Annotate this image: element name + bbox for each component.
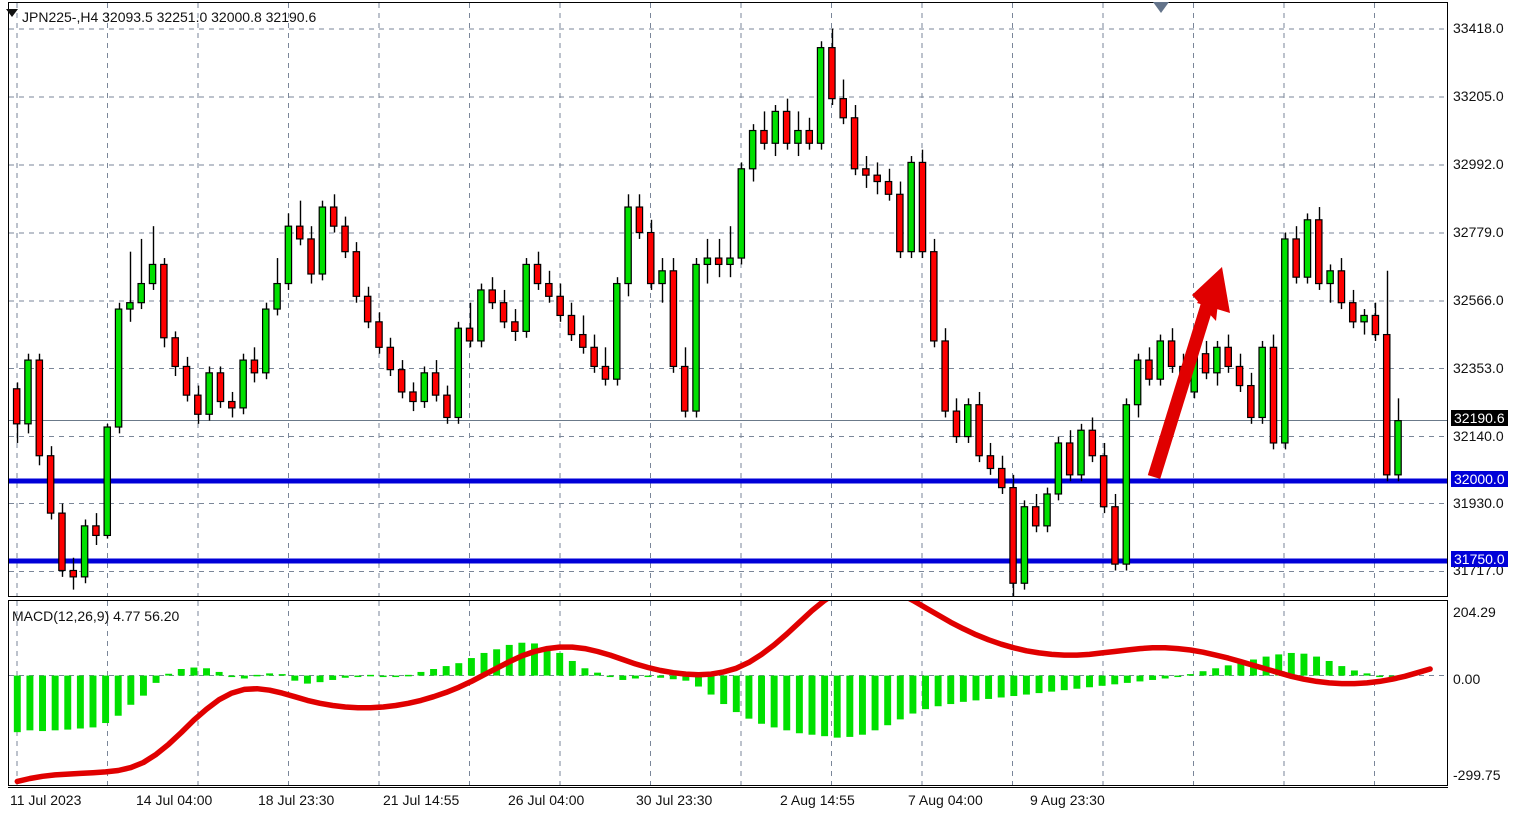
- time-axis-tick: 18 Jul 23:30: [258, 792, 335, 808]
- price-axis-tick: 31930.0: [1453, 494, 1504, 511]
- price-plot-area[interactable]: [9, 3, 1447, 596]
- time-axis-tick: 14 Jul 04:00: [136, 792, 213, 808]
- price-axis-tick: 32992.0: [1453, 155, 1504, 172]
- triangle-down-marker-icon: [1153, 2, 1169, 13]
- price-axis-tick: 32140.0: [1453, 427, 1504, 444]
- price-axis-tick: 33205.0: [1453, 88, 1504, 105]
- macd-plot-area[interactable]: [9, 601, 1447, 785]
- time-axis-tick: 9 Aug 23:30: [1030, 792, 1105, 808]
- time-axis-tick: 26 Jul 04:00: [508, 792, 585, 808]
- macd-legend-text: MACD(12,26,9) 4.77 56.20: [12, 608, 180, 624]
- price-axis-tick: 31717.0: [1453, 562, 1504, 579]
- macd-indicator-panel[interactable]: [8, 600, 1448, 786]
- price-axis-tick: 32779.0: [1453, 223, 1504, 240]
- current-price-tag: 32190.6: [1451, 410, 1508, 427]
- price-legend-text: JPN225-,H4 32093.5 32251.0 32000.8 32190…: [22, 9, 317, 25]
- macd-svg: [9, 601, 1447, 785]
- time-axis-tick: 21 Jul 14:55: [383, 792, 460, 808]
- price-axis-tick: 33418.0: [1453, 20, 1504, 37]
- macd-axis-tick: 204.29: [1453, 604, 1496, 620]
- price-candlestick-svg: [9, 3, 1447, 596]
- price-level-tag[interactable]: 32000.0: [1451, 471, 1508, 488]
- macd-axis-tick: 0.00: [1453, 671, 1481, 687]
- price-chart-panel[interactable]: [8, 2, 1448, 597]
- price-axis-tick: 32566.0: [1453, 291, 1504, 308]
- time-axis-tick: 7 Aug 04:00: [908, 792, 983, 808]
- triangle-down-icon[interactable]: [6, 9, 18, 17]
- price-axis[interactable]: 33418.0 33205.0 32992.0 32779.0 32566.0 32353…: [1449, 0, 1526, 790]
- time-axis-tick: 30 Jul 23:30: [636, 792, 713, 808]
- price-level-tag[interactable]: 31750.0: [1451, 550, 1508, 567]
- time-axis-tick: 11 Jul 2023: [10, 792, 82, 808]
- price-axis-tick: 32353.0: [1453, 359, 1504, 376]
- macd-axis-tick: -299.75: [1453, 767, 1501, 783]
- time-axis[interactable]: 11 Jul 2023 14 Jul 04:00 18 Jul 23:30 21 Ju…: [8, 787, 1448, 814]
- time-axis-tick: 2 Aug 14:55: [780, 792, 855, 808]
